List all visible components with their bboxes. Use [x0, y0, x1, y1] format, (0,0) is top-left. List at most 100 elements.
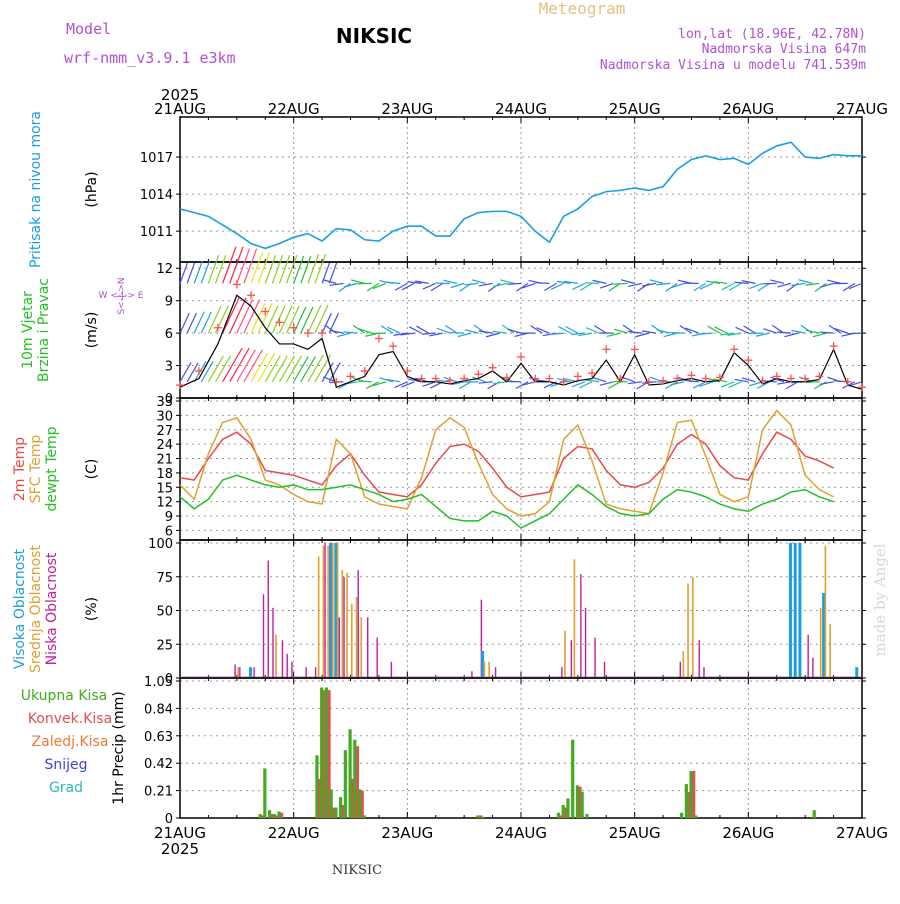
model-label: Model: [66, 20, 111, 38]
low-cloud-bar: [376, 638, 377, 679]
credit-watermark: made by Angel: [871, 543, 889, 656]
low-cloud-bar: [699, 640, 700, 678]
mid-cloud-bar: [564, 631, 566, 678]
footer-station: NIKSIC: [332, 863, 382, 878]
x-tick-label-top: 26AUG: [722, 100, 774, 118]
wind-ylabel: 10m Vjetar: [20, 291, 36, 369]
total-precip-bar: [268, 810, 271, 818]
lonlat-label: lon,lat (18.96E, 42.78N): [678, 27, 866, 42]
mid-cloud-bar: [829, 624, 831, 678]
y-tick-label: 6: [165, 327, 173, 342]
x-tick-label-bottom: 26AUG: [722, 824, 774, 842]
low-cloud-bar: [358, 570, 359, 678]
total-precip-bar: [585, 814, 588, 818]
wind-unit: (m/s): [84, 312, 100, 349]
low-cloud-bar: [263, 594, 264, 678]
temperature-unit: (C): [84, 459, 100, 480]
total-precip-bar: [571, 740, 574, 818]
low-cloud-bar: [291, 662, 292, 678]
wind-arrow: [670, 333, 684, 334]
x-tick-label-top: 25AUG: [609, 100, 661, 118]
total-precip-bar: [694, 815, 697, 818]
high-cloud-bar: [789, 543, 792, 678]
x-tick-label-bottom: 25AUG: [609, 824, 661, 842]
high-cloud-bar: [798, 543, 801, 678]
y-tick-label: 1014: [140, 188, 173, 203]
mid-cloud-bar: [692, 577, 694, 678]
mid-cloud-bar: [825, 546, 827, 678]
total-precip-bar: [358, 789, 361, 818]
x-tick-label-bottom: 27AUG: [836, 824, 888, 842]
wind-direction-legend-vertical: S<-|->N: [117, 277, 127, 314]
total-precip-bar: [581, 792, 584, 818]
total-precip-bar: [813, 810, 816, 818]
pressure-unit: (hPa): [84, 171, 100, 207]
y-tick-label: 21: [156, 453, 173, 468]
low-cloud-bar: [305, 667, 306, 678]
y-tick-label: 3: [165, 360, 173, 375]
mid-cloud-bar: [356, 597, 358, 678]
wind-arrow: [535, 283, 549, 284]
wind-arrow: [585, 283, 599, 284]
low-cloud-bar: [604, 662, 605, 678]
x-tick-label-top: 23AUG: [381, 100, 433, 118]
wind-ylabel: Brzina i Pravac: [36, 278, 52, 382]
low-cloud-bar: [234, 665, 235, 679]
total-precip-bar: [273, 814, 276, 818]
temperature-ylabel: SFC Temp: [28, 435, 44, 504]
model-elevation-label: Nadmorska Visina u modelu 741.539m: [600, 58, 866, 73]
total-precip-bar: [576, 785, 579, 818]
y-tick-label: 1.05: [144, 675, 173, 690]
x-tick-label-top: 21AUG: [154, 100, 206, 118]
low-cloud-bar: [282, 640, 283, 678]
y-tick-label: 18: [156, 467, 173, 482]
mid-cloud-bar: [318, 557, 320, 679]
total-precip-bar: [339, 797, 342, 818]
y-tick-label: 50: [156, 605, 173, 620]
wind-arrow: [450, 333, 464, 334]
low-cloud-bar: [324, 543, 325, 678]
convective-precip-bar: [280, 813, 283, 818]
low-cloud-bar: [391, 662, 392, 678]
y-tick-label: 12: [156, 496, 173, 511]
low-cloud-bar: [315, 667, 316, 678]
mid-cloud-bar: [327, 546, 329, 678]
total-precip-bar: [476, 815, 479, 818]
precip-legend-entry: Ukupna Kisa: [21, 688, 108, 704]
y-tick-label: 9: [165, 510, 173, 525]
mid-cloud-bar: [360, 617, 362, 678]
low-cloud-bar: [495, 667, 496, 678]
high-cloud-bar: [249, 667, 252, 678]
total-precip-bar: [566, 798, 569, 818]
low-cloud-bar: [367, 617, 368, 678]
total-precip-bar: [685, 784, 688, 818]
total-precip-bar: [363, 815, 366, 818]
low-cloud-bar: [339, 617, 340, 678]
y-tick-label: 0.21: [144, 785, 173, 800]
high-cloud-bar: [855, 667, 858, 678]
convective-precip-bar: [361, 791, 364, 818]
high-cloud-bar: [794, 543, 797, 678]
total-precip-bar: [330, 789, 333, 818]
cloud-ylabel: Srednja Oblacnost: [28, 545, 44, 673]
precip-legend-entry: Konvek.Kisa: [28, 711, 112, 727]
low-cloud-bar: [268, 561, 269, 678]
total-precip-bar: [349, 729, 352, 818]
precip-unit: 1hr Precip (mm): [111, 691, 127, 804]
cloud-ylabel: Visoka Oblacnost: [12, 548, 28, 669]
wind-arrow: [848, 333, 862, 334]
y-tick-label: 1011: [140, 225, 173, 240]
y-tick-label: 9: [165, 295, 173, 310]
mid-cloud-bar: [484, 662, 486, 678]
mid-cloud-bar: [351, 604, 353, 678]
mid-cloud-bar: [323, 546, 325, 678]
total-precip-bar: [557, 813, 560, 818]
total-precip-bar: [481, 817, 484, 818]
product-title: Meteogram: [539, 0, 626, 18]
model-name: wrf-nmm_v3.9.1 e3km: [64, 49, 236, 67]
mid-cloud-bar: [346, 573, 348, 678]
low-cloud-bar: [253, 667, 254, 678]
low-cloud-bar: [585, 608, 586, 678]
